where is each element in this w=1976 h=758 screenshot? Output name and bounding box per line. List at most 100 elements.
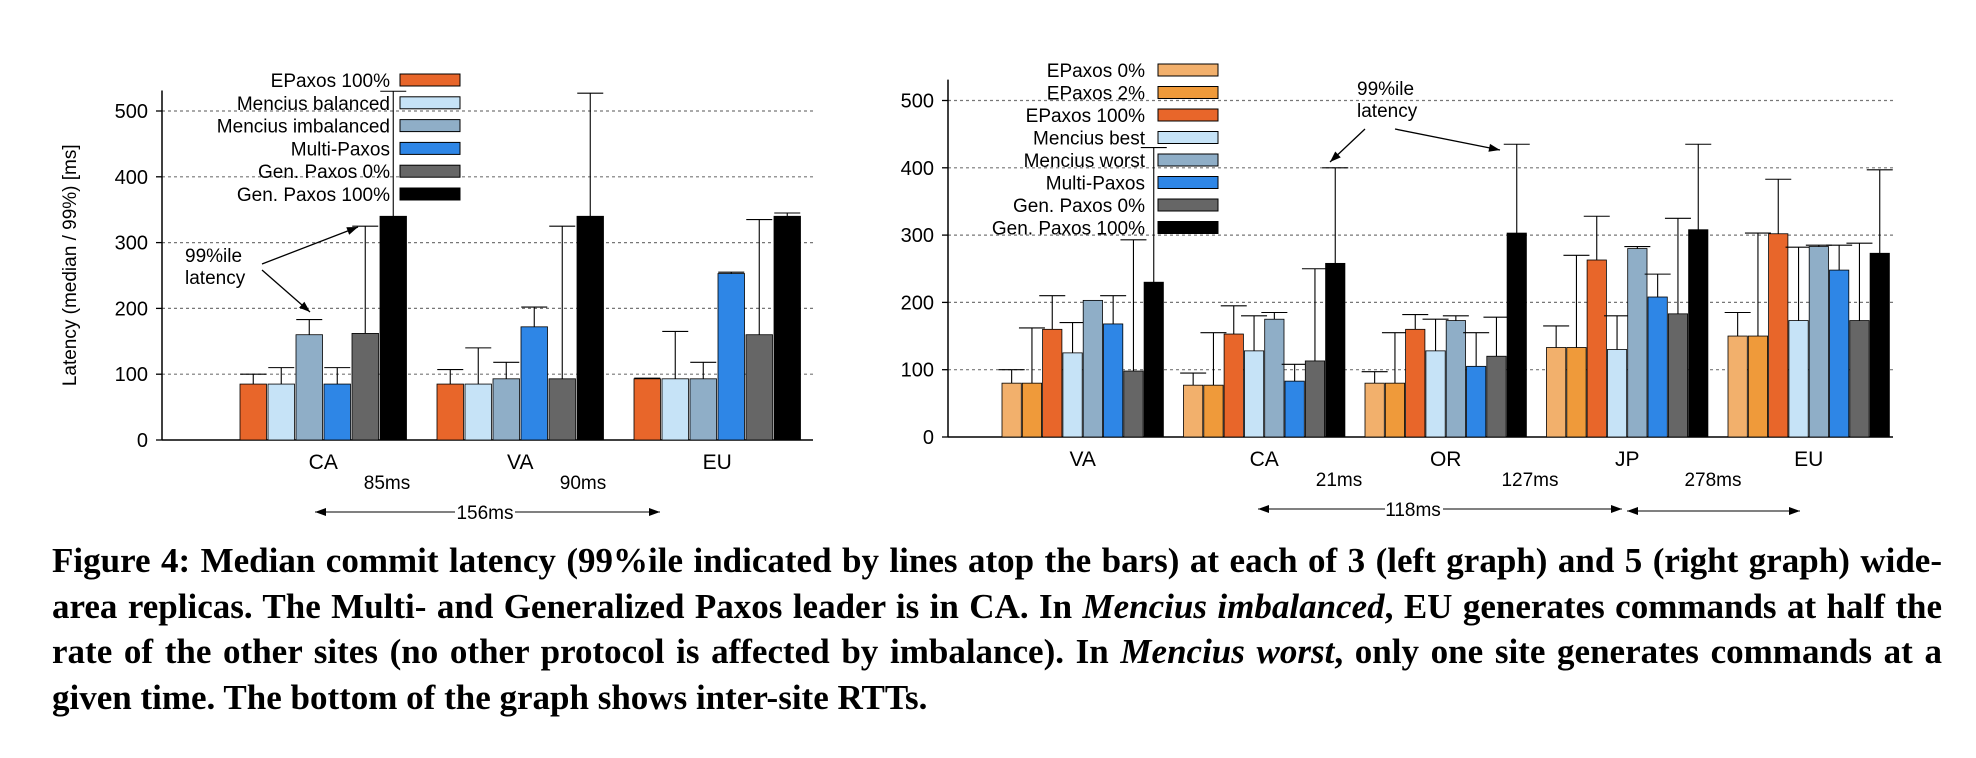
legend-swatch [1157,131,1219,144]
x-tick-label: VA [507,451,533,474]
arrowhead [1789,507,1800,515]
bar [1747,335,1769,438]
legend-swatch [1157,108,1219,122]
bar [267,383,295,441]
rtt-label: 278ms [1684,470,1741,491]
bar [1325,262,1346,438]
arrowhead [299,301,310,312]
bar [492,378,520,441]
arrowhead [1330,151,1341,162]
bar [1466,365,1487,438]
bar [379,215,407,441]
rtt-label: 127ms [1501,470,1558,491]
legend-swatch [1157,63,1219,77]
legend-label: EPaxos 0% [1047,61,1145,82]
legend-label: Mencius worst [1024,151,1146,172]
legend-swatch [399,141,461,155]
bar [1627,248,1648,438]
bar [295,334,323,441]
x-tick-label: OR [1430,448,1462,471]
bar [1021,382,1042,438]
legend-swatch [399,73,461,87]
bar [689,378,717,441]
bar [548,378,576,441]
y-tick-label: 0 [137,430,148,452]
x-tick-label: CA [309,451,338,474]
left-chart: 0 100 200 300 400 500 Latency (median / 99%) [… [60,71,813,524]
y-tick-label: 300 [115,233,148,255]
bar [1486,355,1507,438]
y-axis-label: Latency (median / 99%) [ms] [60,144,81,386]
legend-swatch [399,187,461,201]
bar [633,378,661,441]
legend-label: EPaxos 100% [271,71,390,92]
legend-label: Mencius balanced [237,94,390,115]
annotation-text: 99%ile [1357,79,1414,100]
bar [1244,350,1265,438]
bar [1103,323,1124,438]
bar [1768,233,1789,438]
bar [1546,347,1567,438]
bar [323,383,351,441]
rtt-label: 90ms [560,473,606,494]
rtt-label: 156ms [456,503,513,524]
y-tick-label: 100 [115,364,148,386]
arrowhead [1488,143,1500,152]
annotation-arrow [1394,128,1501,151]
bar [1143,281,1164,438]
caption-emphasis-2: Mencius worst [1120,632,1335,671]
bar [1405,328,1426,438]
bar [773,215,801,441]
legend-swatch [1157,176,1219,189]
bar [1566,347,1587,438]
bar [1183,384,1204,438]
legend-swatch [399,96,461,110]
legend-label: Multi-Paxos [1046,174,1145,195]
caption-label: Figure 4: [52,541,191,580]
bar [464,383,492,441]
bar [1506,232,1527,438]
y-tick-label: 500 [901,91,934,113]
legend-label: Gen. Paxos 0% [258,162,390,183]
x-tick-label: VA [1069,448,1095,471]
annotation-text: 99%ile [185,246,242,267]
annotation-text: latency [185,268,246,289]
rtt-label: 118ms [1385,500,1441,521]
legend-swatch [1157,153,1219,167]
figure: 0 100 200 300 400 500 Latency (median / 99%) [… [60,61,1893,524]
x-tick-label: CA [1250,448,1279,471]
caption-emphasis-1: Mencius imbalanced [1082,586,1385,626]
legend-label: Gen. Paxos 0% [1013,196,1145,217]
bar [1829,269,1850,438]
bar [1364,382,1385,438]
rtt-label: 21ms [1316,470,1362,491]
bar [1849,320,1870,438]
bar [1042,328,1063,438]
y-tick-label: 400 [115,167,148,189]
legend-swatch [399,164,461,178]
arrowhead [346,227,358,235]
bar [1284,380,1305,438]
caption-text-1: Median commit latency (99%ile indicated … [52,541,1942,626]
annotation-text: latency [1357,101,1418,122]
bar [1384,382,1406,438]
legend-label: EPaxos 100% [1026,106,1145,127]
legend-swatch [1157,221,1219,234]
bar [1123,370,1144,438]
bar [1688,229,1709,438]
bar [1607,349,1628,438]
bar [351,333,379,441]
bar [1425,350,1446,438]
legend-label: Mencius best [1033,129,1146,150]
bar [1727,335,1748,438]
legend-swatch [1157,198,1219,212]
legend-label: Mencius imbalanced [217,117,390,138]
arrowhead [649,508,660,516]
bar [239,383,267,441]
bar [576,215,604,441]
caption-text-2: , EU generates commands at half the rate… [52,586,1942,672]
bar [745,334,773,441]
rtt-label: 85ms [364,473,410,494]
y-tick-label: 400 [901,158,934,180]
